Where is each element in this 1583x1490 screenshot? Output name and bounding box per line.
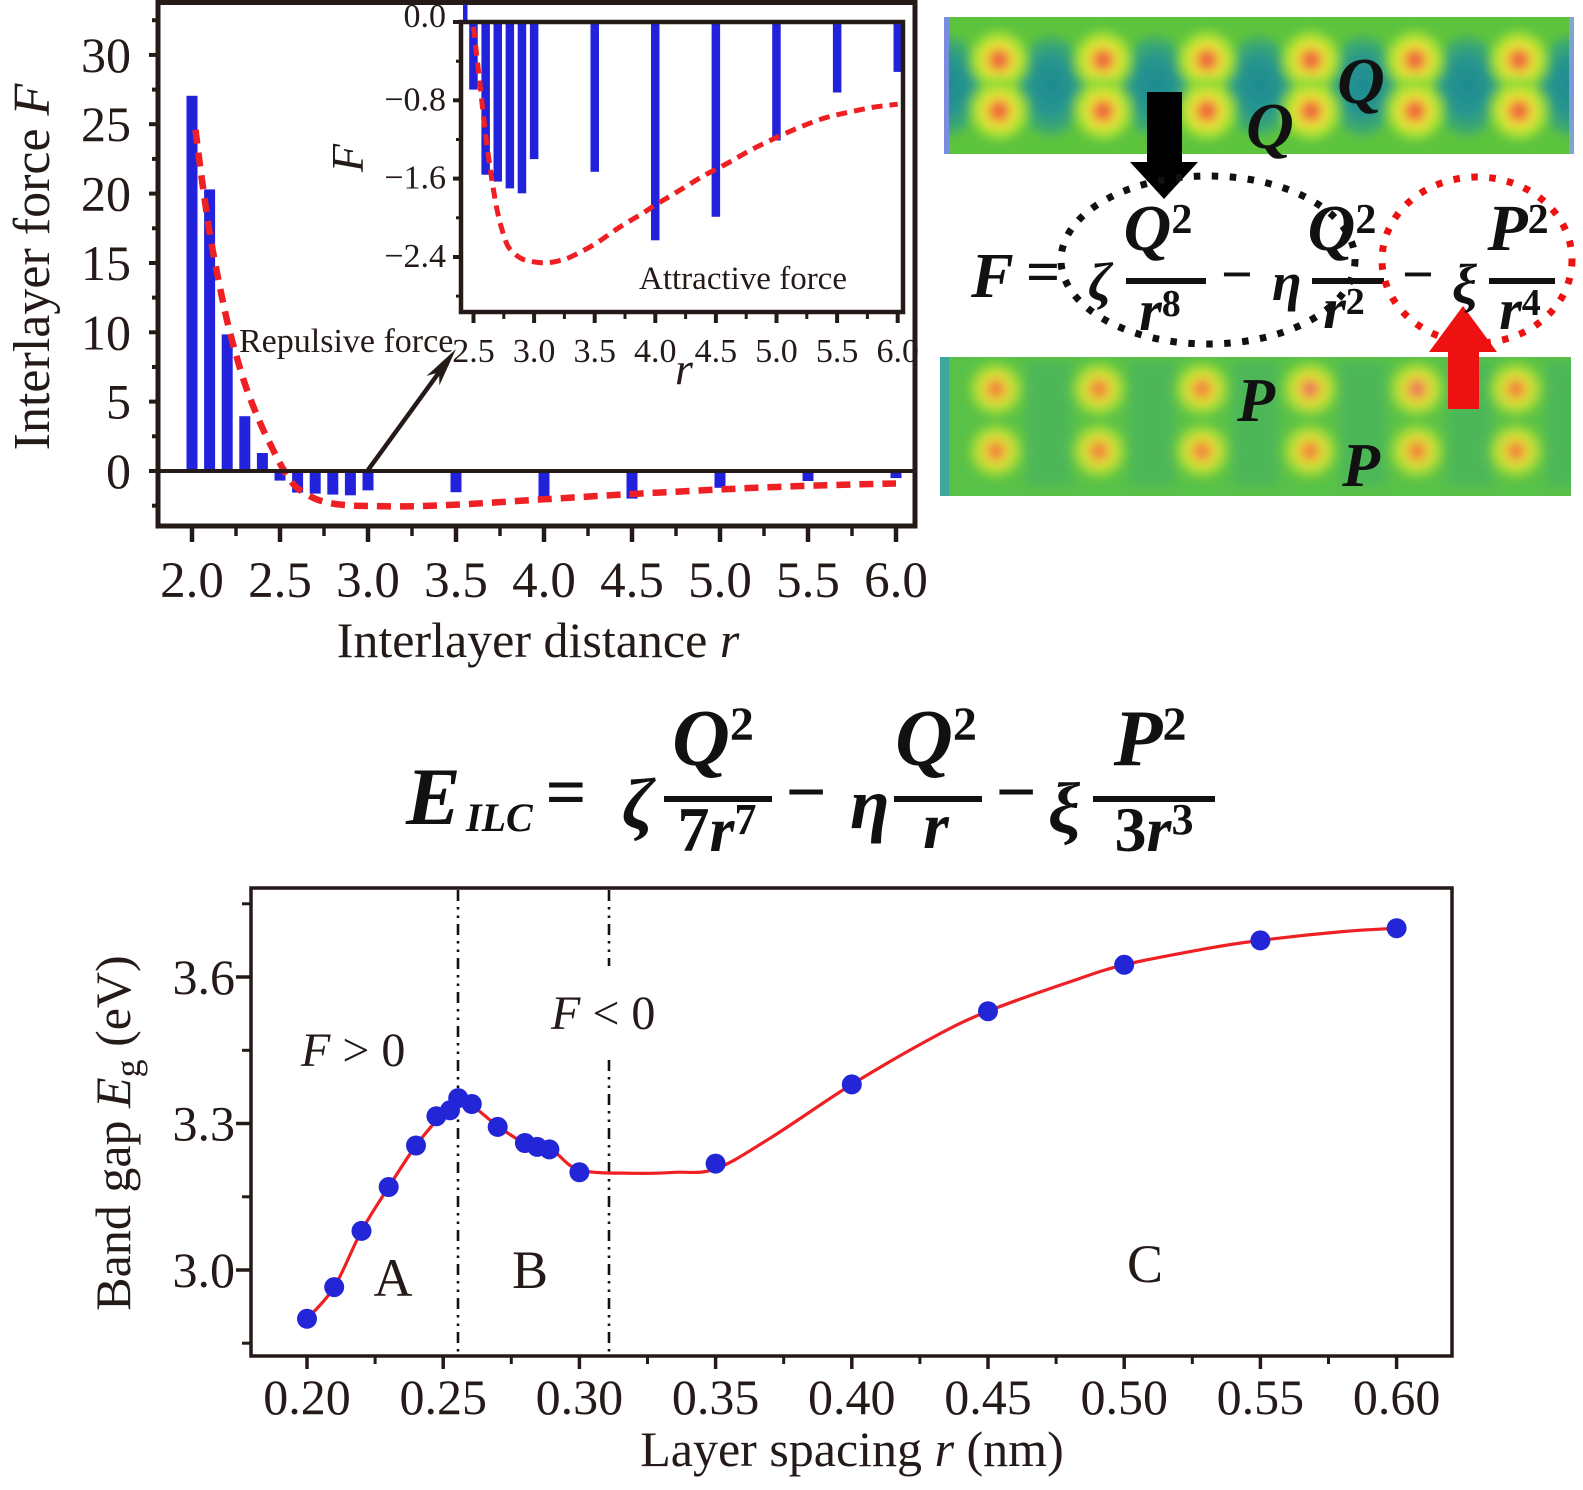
svg-text:ζ: ζ: [1088, 252, 1114, 312]
svg-text:Q: Q: [1337, 45, 1385, 118]
svg-text:Q: Q: [1246, 90, 1294, 163]
svg-text:25: 25: [81, 96, 131, 152]
svg-text:3.6: 3.6: [173, 949, 236, 1005]
svg-text:5.0: 5.0: [688, 553, 752, 609]
svg-text:15: 15: [81, 235, 131, 291]
svg-text:η: η: [850, 764, 890, 844]
svg-text:−: −: [1402, 244, 1434, 306]
svg-text:3r3: 3r3: [1115, 794, 1194, 865]
svg-text:Layer spacing r (nm): Layer spacing r (nm): [640, 1421, 1063, 1477]
svg-text:3.0: 3.0: [336, 553, 400, 609]
svg-text:2.5: 2.5: [452, 333, 495, 370]
svg-text:20: 20: [81, 166, 131, 222]
svg-text:0.55: 0.55: [1217, 1369, 1305, 1425]
svg-text:0.0: 0.0: [404, 0, 447, 35]
svg-text:ILC: ILC: [465, 795, 534, 840]
svg-text:0.20: 0.20: [263, 1369, 351, 1425]
svg-text:3.3: 3.3: [173, 1096, 236, 1152]
svg-text:10: 10: [81, 304, 131, 360]
svg-text:3.5: 3.5: [424, 553, 488, 609]
svg-text:0.60: 0.60: [1353, 1369, 1441, 1425]
svg-text:F > 0: F > 0: [300, 1024, 405, 1077]
svg-text:B: B: [512, 1240, 548, 1300]
svg-text:F: F: [322, 143, 373, 173]
svg-text:3.0: 3.0: [173, 1242, 236, 1298]
svg-text:−: −: [1221, 244, 1253, 306]
svg-text:3.5: 3.5: [573, 333, 616, 370]
svg-text:Interlayer distance r: Interlayer distance r: [337, 612, 740, 668]
svg-text:0.35: 0.35: [672, 1369, 760, 1425]
svg-text:−0.8: −0.8: [384, 81, 446, 118]
svg-text:0.25: 0.25: [399, 1369, 487, 1425]
svg-text:5.5: 5.5: [816, 333, 859, 370]
svg-text:P: P: [1236, 367, 1276, 435]
svg-text:4.5: 4.5: [695, 333, 738, 370]
svg-text:3.0: 3.0: [513, 333, 556, 370]
svg-text:C: C: [1127, 1234, 1163, 1294]
svg-text:4.0: 4.0: [634, 333, 677, 370]
svg-text:=: =: [545, 752, 586, 832]
svg-text:P: P: [1341, 432, 1381, 500]
svg-text:F: F: [970, 240, 1014, 311]
svg-text:r: r: [675, 343, 694, 394]
svg-text:η: η: [1272, 252, 1302, 312]
svg-text:ξ: ξ: [1452, 254, 1477, 316]
svg-text:0.45: 0.45: [944, 1369, 1032, 1425]
svg-text:6.0: 6.0: [876, 333, 919, 370]
svg-text:E: E: [405, 751, 461, 842]
svg-text:4.0: 4.0: [512, 553, 576, 609]
svg-text:6.0: 6.0: [864, 553, 928, 609]
svg-text:Repulsive force: Repulsive force: [239, 323, 453, 360]
svg-text:F < 0: F < 0: [550, 987, 655, 1040]
svg-text:5.0: 5.0: [755, 333, 798, 370]
svg-text:A: A: [374, 1248, 413, 1308]
svg-text:Interlayer force F: Interlayer force F: [4, 82, 61, 450]
svg-text:Band gap Eg (eV): Band gap Eg (eV): [85, 955, 148, 1310]
svg-text:5: 5: [106, 374, 131, 430]
svg-text:−1.6: −1.6: [384, 160, 446, 197]
svg-text:−: −: [995, 752, 1036, 832]
svg-text:30: 30: [81, 27, 131, 83]
svg-text:=: =: [1026, 239, 1060, 305]
svg-text:7r7: 7r7: [678, 794, 757, 865]
svg-text:2.0: 2.0: [160, 553, 224, 609]
svg-text:Attractive force: Attractive force: [639, 261, 847, 297]
svg-text:ζ: ζ: [622, 764, 656, 844]
svg-text:0.50: 0.50: [1080, 1369, 1168, 1425]
svg-text:0.40: 0.40: [808, 1369, 896, 1425]
svg-text:2.5: 2.5: [248, 553, 312, 609]
svg-text:−2.4: −2.4: [384, 238, 446, 275]
svg-text:5.5: 5.5: [776, 553, 840, 609]
svg-text:r: r: [923, 790, 950, 863]
svg-text:0: 0: [106, 443, 131, 499]
svg-text:ξ: ξ: [1048, 768, 1080, 848]
svg-text:4.5: 4.5: [600, 553, 664, 609]
svg-text:−: −: [785, 752, 826, 832]
svg-text:0.30: 0.30: [536, 1369, 624, 1425]
